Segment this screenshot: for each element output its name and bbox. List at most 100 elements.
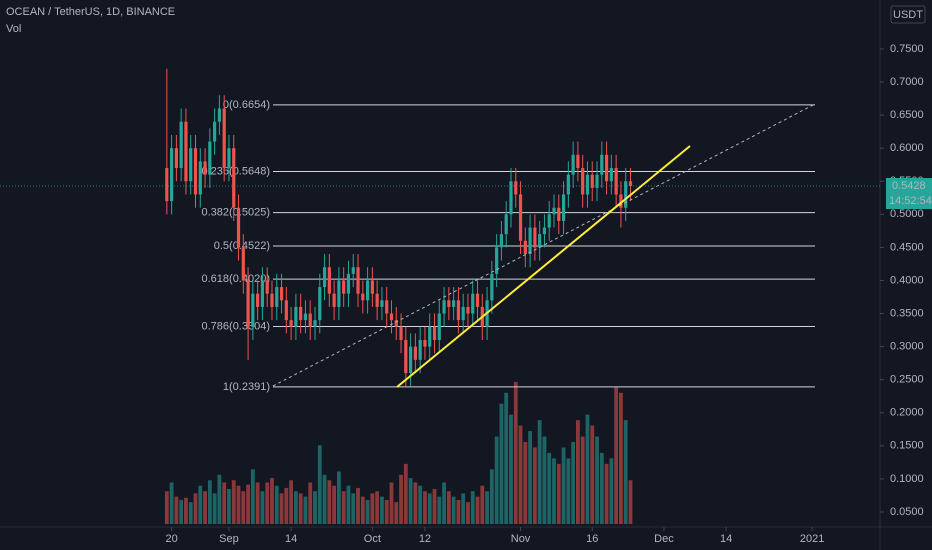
candle-body <box>609 168 613 182</box>
volume-bar <box>169 482 174 524</box>
candle-body <box>628 181 633 187</box>
x-tick-label: 12 <box>419 533 431 545</box>
volume-bar <box>250 469 255 524</box>
candle-body <box>533 227 537 248</box>
candle-body <box>614 168 618 195</box>
volume-bar <box>188 502 193 524</box>
last-price-box <box>886 178 932 210</box>
candle-body <box>385 300 389 314</box>
volume-bar <box>384 499 389 524</box>
candle-body <box>174 148 178 169</box>
volume-bar <box>423 491 427 524</box>
candle-body <box>576 154 580 169</box>
candle-body <box>495 247 499 274</box>
candle-body <box>361 293 365 301</box>
volume-bar <box>628 480 633 524</box>
candle-body <box>260 280 265 307</box>
volume-bar <box>356 487 360 524</box>
candle-body <box>346 273 351 294</box>
candle-body <box>561 194 566 221</box>
candle-body <box>380 300 384 307</box>
volume-bar <box>241 491 246 524</box>
candle-body <box>552 207 556 215</box>
volume-bar <box>308 482 313 524</box>
volume-bar <box>456 499 461 524</box>
candle-body <box>428 326 432 347</box>
fib-level-label: 0.382(0.5025) <box>202 207 271 219</box>
volume-bar <box>413 482 418 524</box>
volume-bar <box>346 485 351 524</box>
volume-bar <box>207 480 212 524</box>
volume-bar <box>523 442 528 524</box>
x-tick-label: 20 <box>165 533 177 545</box>
volume-bar <box>432 489 437 524</box>
volume-bar <box>389 482 394 524</box>
candle-body <box>294 306 298 327</box>
volume-bar <box>552 458 556 524</box>
volume-bar <box>528 431 533 524</box>
y-tick-label: 0.6500 <box>890 109 924 121</box>
candle-body <box>284 300 288 321</box>
y-tick-label: 0.1000 <box>890 473 924 485</box>
volume-bar <box>614 387 619 524</box>
currency-box[interactable] <box>890 5 926 24</box>
volume-bar <box>475 496 480 524</box>
candle-body <box>581 168 585 195</box>
volume-bar <box>494 436 499 524</box>
volume-bar <box>341 491 346 524</box>
y-tick-label: 0.0500 <box>890 506 924 518</box>
volume-bar <box>298 493 303 524</box>
volume-bar <box>313 491 317 524</box>
candle-body <box>198 161 202 195</box>
volume-bar <box>399 474 403 524</box>
volume-bar <box>365 499 370 524</box>
countdown-label: 14:52:54 <box>889 195 932 207</box>
volume-bar <box>394 502 399 524</box>
y-tick-label: 0.5000 <box>890 208 924 220</box>
volume-bar <box>623 420 628 524</box>
volume-bar <box>609 458 614 524</box>
x-tick-label: Oct <box>364 533 381 545</box>
volume-bar <box>532 447 537 524</box>
candle-body <box>466 306 470 314</box>
candles-layer <box>165 68 633 387</box>
fib-level-label: 1(0.2391) <box>223 381 270 393</box>
candle-body <box>351 267 355 274</box>
candle-body <box>604 154 609 182</box>
candle-body <box>585 174 590 195</box>
x-tick-label: 16 <box>586 533 598 545</box>
candle-body <box>299 306 303 321</box>
volume-bar <box>604 463 609 524</box>
candle-body <box>409 346 413 374</box>
candle-body <box>279 287 284 301</box>
volume-bar <box>164 491 169 524</box>
volume-bar <box>619 392 623 524</box>
x-tick-label: 14 <box>720 533 732 545</box>
candle-body <box>447 300 451 307</box>
candle-body <box>241 247 245 281</box>
volume-bar <box>418 485 423 524</box>
x-tick-label: Sep <box>219 533 239 545</box>
volume-bar <box>442 482 446 524</box>
y-tick-label: 0.3000 <box>890 341 924 353</box>
candle-body <box>571 154 575 175</box>
volume-bar <box>351 493 356 524</box>
candle-body <box>208 141 212 175</box>
candle-body <box>170 148 174 202</box>
candle-body <box>375 293 379 307</box>
candle-body <box>490 273 494 301</box>
fib-level-label: 0(0.6654) <box>223 99 270 111</box>
volume-bar <box>518 425 523 524</box>
volume-label: Vol <box>6 23 21 35</box>
volume-bar <box>322 474 327 524</box>
volume-bar <box>279 493 284 524</box>
volume-bar <box>585 414 590 524</box>
fib-level-label: 0.236(0.5648) <box>202 165 271 177</box>
candle-body <box>227 148 231 169</box>
y-tick-label: 0.7000 <box>890 76 924 88</box>
candle-body <box>256 293 260 307</box>
candle-body <box>566 174 570 195</box>
volume-bar <box>317 445 322 524</box>
volume-bar <box>451 496 456 524</box>
